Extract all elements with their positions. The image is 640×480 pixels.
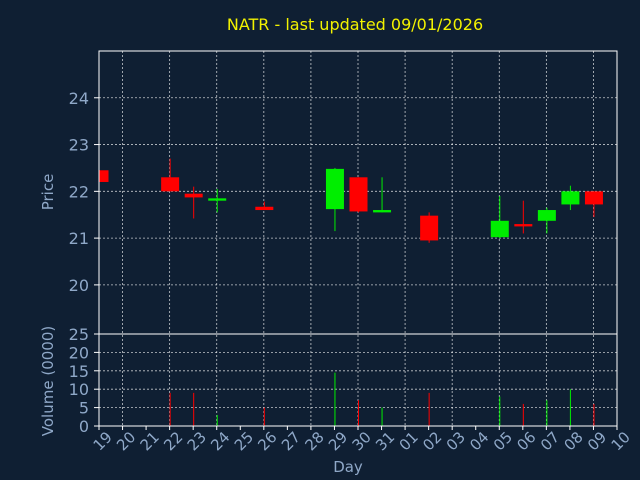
x-tick-label: 10 bbox=[608, 428, 634, 454]
x-tick-label: 31 bbox=[372, 428, 398, 454]
x-tick-label: 24 bbox=[207, 428, 233, 454]
x-tick-label: 22 bbox=[160, 428, 186, 454]
candle-body bbox=[373, 210, 392, 213]
volume-tick-label: 25 bbox=[69, 325, 89, 344]
x-tick-label: 25 bbox=[231, 428, 257, 454]
price-axis-label: Price bbox=[39, 174, 57, 211]
x-tick-label: 26 bbox=[254, 428, 280, 454]
x-tick-label: 08 bbox=[560, 428, 586, 454]
x-tick-label: 29 bbox=[325, 428, 351, 454]
axis-ticks: 2021222324051015202519202122232425262728… bbox=[69, 89, 634, 455]
x-tick-label: 07 bbox=[537, 428, 563, 454]
volume-tick-label: 5 bbox=[79, 399, 89, 418]
volume-tick-label: 15 bbox=[69, 362, 89, 381]
candle-body bbox=[161, 177, 180, 192]
price-tick-label: 21 bbox=[69, 229, 89, 248]
x-tick-label: 21 bbox=[137, 428, 163, 454]
grid-lines bbox=[99, 51, 617, 426]
volume-tick-label: 0 bbox=[79, 417, 89, 436]
volume-bars bbox=[169, 372, 595, 426]
volume-axis-label: Volume (0000) bbox=[39, 326, 57, 436]
candle-body bbox=[99, 170, 109, 182]
x-tick-label: 28 bbox=[301, 428, 327, 454]
candlesticks bbox=[99, 158, 603, 243]
x-tick-label: 03 bbox=[443, 428, 469, 454]
candle-body bbox=[420, 215, 439, 241]
x-tick-label: 20 bbox=[113, 428, 139, 454]
price-tick-label: 24 bbox=[69, 89, 89, 108]
x-tick-label: 23 bbox=[184, 428, 210, 454]
volume-tick-label: 20 bbox=[69, 343, 89, 362]
x-tick-label: 06 bbox=[513, 428, 539, 454]
candle-body bbox=[514, 224, 533, 227]
x-tick-label: 27 bbox=[278, 428, 304, 454]
price-tick-label: 20 bbox=[69, 276, 89, 295]
volume-tick-label: 10 bbox=[69, 380, 89, 399]
candle-body bbox=[349, 177, 368, 212]
x-tick-label: 09 bbox=[584, 428, 610, 454]
candle-body bbox=[208, 198, 227, 201]
candle-body bbox=[255, 206, 274, 211]
x-tick-label: 19 bbox=[90, 428, 116, 454]
candle-body bbox=[584, 191, 603, 205]
candle-body bbox=[561, 191, 580, 205]
chart-title: NATR - last updated 09/01/2026 bbox=[227, 15, 483, 34]
candle-body bbox=[325, 168, 344, 210]
x-axis-label: Day bbox=[333, 458, 363, 476]
candle-body bbox=[184, 193, 203, 198]
x-tick-label: 01 bbox=[396, 428, 422, 454]
x-tick-label: 04 bbox=[466, 428, 492, 454]
price-tick-label: 22 bbox=[69, 182, 89, 201]
price-tick-label: 23 bbox=[69, 136, 89, 155]
x-tick-label: 02 bbox=[419, 428, 445, 454]
x-tick-label: 05 bbox=[490, 428, 516, 454]
candle-body bbox=[490, 220, 509, 238]
x-tick-label: 30 bbox=[349, 428, 375, 454]
volume-panel-frame bbox=[98, 333, 618, 427]
candle-body bbox=[537, 210, 556, 221]
